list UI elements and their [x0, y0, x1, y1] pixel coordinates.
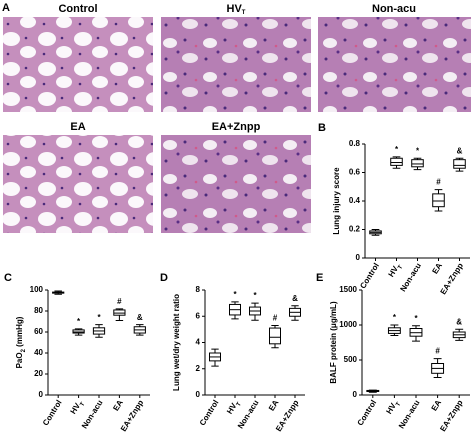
- panel-letter: A: [2, 2, 10, 14]
- y-axis-label: Lung wet/dry weight ratio: [172, 294, 181, 391]
- y-axis-label: Lung injury score: [332, 167, 341, 235]
- x-tick-label: EA: [430, 398, 444, 412]
- y-tick-label: 0.4: [349, 196, 361, 205]
- x-tick-label-subscript: T: [397, 264, 404, 271]
- y-tick-label: 0.6: [349, 168, 361, 177]
- y-tick-label: 60: [34, 327, 43, 336]
- x-tick-label: HVT: [225, 398, 243, 417]
- image-label: Control: [58, 3, 97, 15]
- y-tick-label: 2: [196, 364, 201, 373]
- y-tick-label: 100: [30, 285, 44, 294]
- whisker-low: [433, 373, 442, 378]
- y-tick-label: 1000: [339, 320, 357, 329]
- y-tick-label: 4: [196, 338, 201, 347]
- whisker-low: [291, 316, 299, 321]
- image-label-subscript: T: [242, 10, 246, 16]
- histology-image: [3, 135, 153, 233]
- y-tick-label: 500: [344, 355, 358, 364]
- x-tick-label: EA: [267, 398, 281, 412]
- whisker-high: [211, 348, 219, 353]
- x-tick-label-subscript: T: [79, 401, 86, 408]
- y-tick-label: 0.8: [349, 139, 361, 148]
- y-tick-label: 80: [34, 306, 43, 315]
- x-tick-label-subscript: T: [236, 401, 243, 408]
- box: [390, 157, 403, 166]
- significance-mark: *: [414, 314, 418, 323]
- image-label: EA: [70, 121, 85, 133]
- x-tick-label: EA: [430, 261, 444, 275]
- whisker-low: [434, 206, 443, 212]
- x-tick-label: HVT: [387, 261, 405, 280]
- significance-mark: #: [117, 297, 122, 306]
- x-tick-label: HVT: [384, 398, 402, 417]
- panel-letter: D: [160, 272, 168, 284]
- histology-image: [3, 17, 153, 112]
- box: [72, 329, 85, 334]
- y-tick-label: 6: [196, 311, 201, 320]
- significance-mark: *: [77, 317, 81, 326]
- significance-mark: *: [395, 145, 399, 154]
- x-tick-label-subscript: T: [395, 401, 402, 408]
- histology-image: [161, 135, 311, 233]
- significance-mark: #: [436, 178, 441, 187]
- whisker-high: [251, 302, 259, 308]
- whisker-low: [115, 315, 124, 321]
- box: [269, 327, 281, 345]
- significance-mark: *: [393, 313, 397, 322]
- x-tick-label: EA: [111, 398, 125, 412]
- significance-mark: *: [253, 291, 257, 300]
- y-tick-label: 20: [34, 369, 43, 378]
- x-tick-label: HVT: [69, 398, 87, 417]
- histology-image: [318, 17, 471, 112]
- y-tick-label: 0.2: [349, 225, 361, 234]
- x-tick-label: Control: [198, 398, 221, 427]
- whisker-low: [271, 343, 279, 349]
- significance-mark: &: [457, 146, 463, 155]
- whisker-low: [251, 314, 259, 321]
- significance-mark: *: [416, 146, 420, 155]
- y-tick-label: 0: [353, 390, 358, 399]
- significance-mark: &: [456, 317, 462, 326]
- significance-mark: #: [435, 347, 440, 356]
- whisker-low: [412, 336, 420, 342]
- whisker-low: [231, 314, 239, 320]
- y-tick-label: 0: [356, 253, 361, 262]
- significance-mark: &: [292, 294, 298, 303]
- image-label: Non-acu: [372, 3, 416, 15]
- y-tick-label: 0: [39, 390, 44, 399]
- x-tick-label: Control: [356, 398, 379, 427]
- y-axis-label: BALF protein (μg/mL): [329, 301, 338, 384]
- whisker-low: [95, 334, 103, 338]
- x-tick-label: Non-acu: [398, 261, 423, 293]
- y-tick-label: 8: [196, 285, 201, 294]
- x-tick-label: Control: [358, 261, 381, 290]
- significance-mark: *: [233, 290, 237, 299]
- box: [453, 159, 466, 169]
- whisker-low: [211, 360, 219, 367]
- panel-letter: E: [316, 272, 323, 284]
- x-tick-label: Non-acu: [397, 398, 422, 430]
- whisker-high: [433, 358, 442, 364]
- x-tick-label: Control: [41, 398, 64, 427]
- panel-letter: C: [4, 272, 12, 284]
- box: [113, 309, 126, 316]
- box: [411, 159, 424, 168]
- significance-mark: #: [273, 314, 278, 323]
- whisker-high: [434, 189, 443, 194]
- y-axis-label-rest: (mmHg): [15, 316, 24, 349]
- significance-mark: &: [137, 313, 143, 322]
- y-tick-label: 40: [34, 348, 43, 357]
- significance-mark: *: [97, 313, 101, 322]
- image-label: EA+Znpp: [212, 121, 261, 133]
- panel-letter: B: [318, 122, 326, 134]
- y-tick-label: 0: [196, 390, 201, 399]
- y-axis-label: PaO2 (mmHg): [15, 316, 26, 368]
- y-tick-label: 1500: [339, 285, 357, 294]
- whisker-high: [95, 324, 103, 328]
- y-axis-label-subscript: 2: [21, 348, 27, 352]
- box: [432, 193, 445, 208]
- histology-image: [161, 17, 311, 112]
- image-label: HVT: [227, 3, 246, 16]
